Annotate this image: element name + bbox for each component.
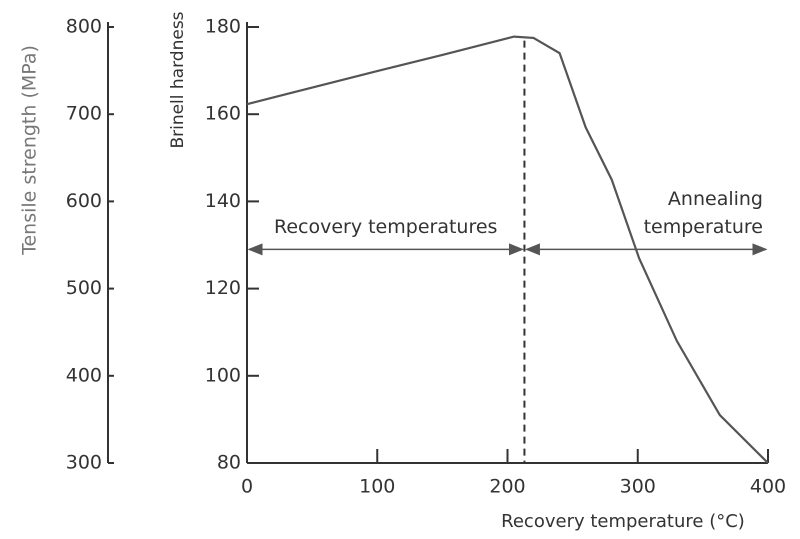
y-tick-label: 80	[217, 452, 241, 474]
annotation-text: Recovery temperatures	[274, 216, 497, 238]
x-tick-label: 100	[359, 476, 395, 498]
x-tick-label: 300	[620, 476, 656, 498]
y2-tick-label: 300	[66, 452, 102, 474]
y-tick-label: 100	[205, 364, 241, 386]
y-tick-label: 120	[205, 277, 241, 299]
annotation-text: Annealing	[668, 188, 763, 210]
y-tick-label: 180	[205, 16, 241, 38]
x-tick-label: 0	[241, 476, 253, 498]
y2-tick-label: 600	[66, 190, 102, 212]
y-tick-label: 140	[205, 190, 241, 212]
y2-axis-label: Tensile strength (MPa)	[19, 45, 41, 256]
x-tick-label: 200	[489, 476, 525, 498]
y-tick-label: 160	[205, 103, 241, 125]
x-tick-label: 400	[750, 476, 786, 498]
y-axis-label: Brinell hardness	[168, 11, 188, 148]
y2-tick-label: 400	[66, 364, 102, 386]
x-axis-label: Recovery temperature (°C)	[501, 511, 745, 532]
y2-tick-label: 800	[66, 16, 102, 38]
data-line	[246, 35, 769, 464]
annotation-text: temperature	[644, 216, 763, 238]
y2-tick-label: 500	[66, 277, 102, 299]
y2-tick-label: 700	[66, 103, 102, 125]
